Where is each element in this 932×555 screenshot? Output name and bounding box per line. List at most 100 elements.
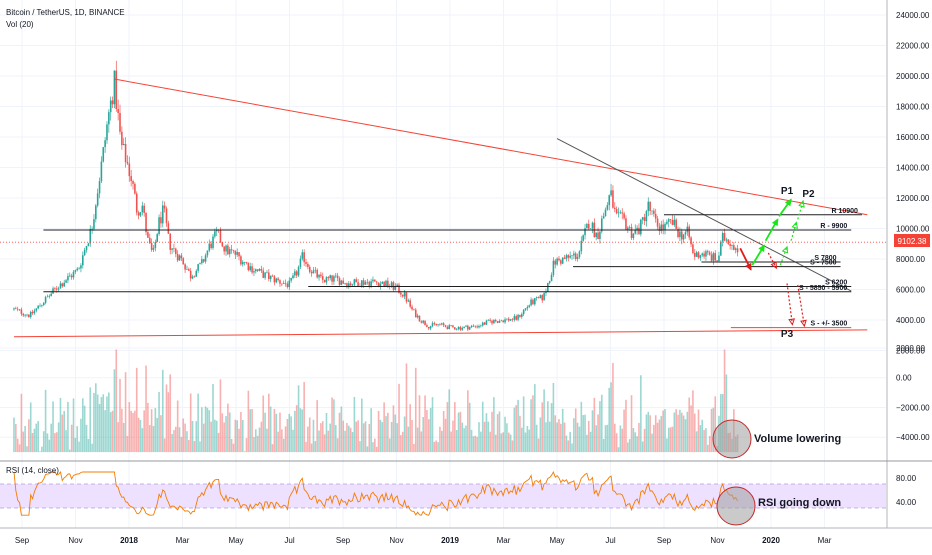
candle-body — [65, 280, 67, 283]
candle-body — [569, 255, 571, 258]
candle-body — [238, 252, 240, 257]
volume-bar — [552, 382, 555, 453]
volume-bar — [416, 427, 419, 453]
volume-bar — [323, 434, 326, 453]
volume-bar — [455, 429, 458, 453]
candle-body — [517, 314, 519, 320]
candle-body — [225, 245, 227, 252]
candle-body — [312, 270, 315, 274]
volume-bar — [374, 438, 376, 453]
candle-body — [707, 251, 709, 253]
candle-body — [485, 320, 488, 325]
candle-body — [679, 231, 681, 238]
candle-body — [541, 295, 544, 301]
candle-body — [563, 257, 566, 259]
candle-body — [96, 193, 99, 206]
candle-body — [321, 276, 324, 280]
volume-bar — [599, 401, 601, 453]
candle-body — [145, 212, 147, 233]
candle-body — [124, 144, 127, 163]
candle-body — [612, 190, 614, 208]
candle-body — [316, 269, 318, 278]
volume-bar — [459, 411, 462, 453]
candle-body — [489, 319, 491, 321]
time-axis-label: Sep — [336, 536, 351, 545]
candle-body — [299, 258, 302, 267]
candle-body — [158, 217, 160, 235]
candle-body — [606, 205, 609, 210]
volume-bar — [372, 442, 374, 453]
volume-bar — [329, 423, 331, 453]
candle-body — [610, 190, 612, 196]
candle-body — [33, 310, 36, 314]
volume-bar — [188, 439, 190, 453]
candle-body — [571, 255, 573, 256]
price-axis-label: 18000.00 — [896, 103, 930, 112]
candle-body — [582, 235, 584, 241]
volume-bar — [467, 390, 469, 453]
arrow-shaft[interactable] — [779, 246, 788, 266]
candle-body — [249, 266, 252, 271]
arrow-head — [798, 199, 805, 208]
volume-bar — [147, 402, 149, 453]
candle-body — [476, 326, 478, 328]
volume-bar — [282, 438, 285, 453]
volume-bar — [465, 425, 467, 453]
arrow-shaft[interactable] — [797, 200, 804, 220]
volume-bar — [173, 430, 175, 453]
volume-annotation-text: Volume lowering — [754, 433, 841, 445]
volume-bar — [671, 426, 674, 453]
volume-bar — [481, 401, 484, 453]
volume-bar — [308, 417, 311, 453]
candle-body — [721, 232, 724, 242]
arrow-shaft[interactable] — [767, 252, 777, 269]
candle-body — [656, 218, 659, 227]
candle-body — [630, 227, 633, 238]
volume-bar — [240, 412, 242, 453]
candle-body — [602, 216, 605, 219]
last-price-tag[interactable]: 9102.38 — [894, 234, 930, 247]
candle-body — [372, 279, 374, 282]
volume-bar — [414, 367, 417, 453]
arrow-shaft[interactable] — [797, 284, 806, 327]
volume-bar — [113, 369, 116, 453]
candle-body — [734, 248, 737, 250]
candle-body — [535, 297, 538, 299]
volume-bar — [692, 390, 694, 453]
candle-body — [375, 281, 378, 283]
volume-bar — [204, 406, 207, 453]
arrow-shaft[interactable] — [790, 222, 797, 241]
volume-bar — [102, 394, 105, 453]
last-price-label: 9102.38 — [898, 237, 927, 246]
candle-body — [121, 131, 123, 146]
candle-body — [230, 249, 233, 251]
volume-bar — [286, 418, 289, 453]
volume-bar — [67, 401, 69, 453]
volume-bar — [87, 439, 90, 453]
trendline[interactable] — [13, 329, 868, 338]
volume-bar — [316, 400, 318, 453]
candle-body — [519, 314, 521, 317]
volume-bar — [554, 415, 557, 453]
candle-body — [483, 322, 486, 325]
volume-bar — [320, 423, 322, 453]
volume-bar — [81, 398, 84, 453]
candle-body — [264, 272, 266, 278]
candle-body — [418, 315, 421, 322]
candle-body — [355, 279, 358, 283]
trendline[interactable] — [114, 78, 868, 216]
arrow-head — [784, 198, 792, 207]
candle-body — [130, 176, 132, 182]
volume-axis-label: 0.00 — [896, 374, 912, 383]
arrow-shaft[interactable] — [786, 283, 793, 325]
volume-bar — [351, 431, 354, 453]
volume-bar — [184, 423, 186, 453]
volume-bar — [586, 434, 588, 453]
candle-body — [474, 325, 477, 327]
candle-body — [165, 208, 168, 224]
candle-body — [496, 321, 499, 323]
volume-bar — [468, 402, 471, 453]
candle-body — [22, 313, 25, 316]
